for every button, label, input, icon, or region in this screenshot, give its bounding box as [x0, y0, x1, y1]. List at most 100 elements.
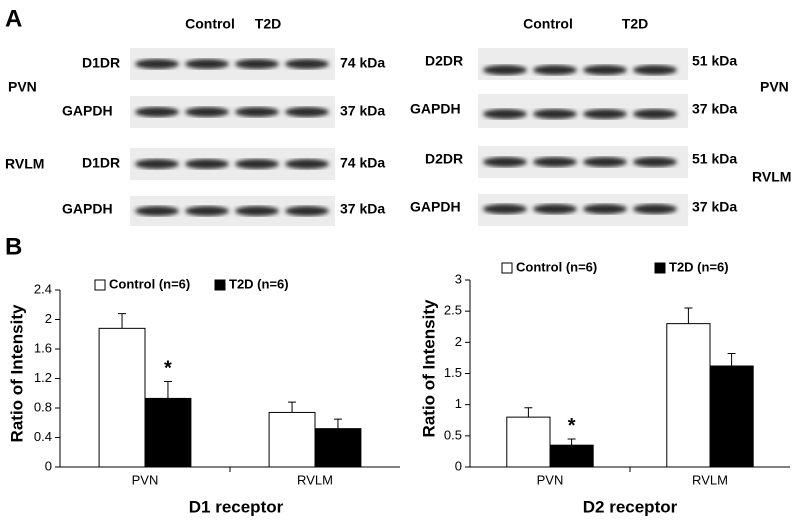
band	[633, 65, 677, 75]
y-tick-label: 0	[45, 458, 52, 473]
band	[533, 109, 577, 119]
band	[135, 206, 179, 216]
band	[483, 157, 527, 167]
band	[285, 159, 329, 169]
bar	[98, 327, 146, 468]
legend-swatch	[94, 279, 106, 291]
panel-label: A	[5, 5, 22, 32]
band	[235, 159, 279, 169]
band	[285, 59, 329, 69]
band	[583, 204, 627, 214]
error-bar	[288, 401, 297, 413]
band	[533, 157, 577, 167]
y-axis-title: Ratio of Intensity	[419, 299, 438, 437]
bar	[549, 444, 594, 468]
band	[583, 157, 627, 167]
bar	[506, 416, 551, 468]
legend-label: T2D (n=6)	[669, 259, 729, 274]
region-label: RVLM	[752, 169, 791, 185]
y-axis-title: Ratio of Intensity	[7, 304, 26, 442]
blot-bands	[135, 59, 677, 216]
size-label: 37 kDa	[692, 101, 737, 117]
lane-header: T2D	[255, 16, 281, 32]
size-label: 37 kDa	[692, 199, 737, 215]
y-tick-label: 0	[455, 458, 462, 473]
y-tick-label: 1.2	[34, 370, 52, 385]
region-label: PVN	[760, 79, 789, 95]
bar	[268, 411, 316, 468]
y-tick-label: 2.4	[34, 281, 52, 296]
band	[285, 206, 329, 216]
region-label: PVN	[8, 79, 37, 95]
bar	[709, 365, 754, 468]
y-tick-label: 1.6	[34, 340, 52, 355]
band	[633, 204, 677, 214]
size-label: 51 kDa	[692, 53, 737, 69]
legend-label: Control (n=6)	[109, 276, 190, 291]
error-bar	[727, 353, 736, 367]
size-label: 37 kDa	[340, 103, 385, 119]
band	[185, 159, 229, 169]
legend-swatch	[654, 262, 666, 274]
y-tick-label: 3	[455, 271, 462, 286]
x-axis-title: D1 receptor	[189, 497, 284, 516]
error-bar	[118, 313, 127, 329]
legend-label: Control (n=6)	[516, 259, 597, 274]
x-tick-label: PVN	[537, 472, 564, 487]
y-tick-label: 1.5	[444, 365, 462, 380]
band	[483, 65, 527, 75]
error-bar	[684, 307, 693, 324]
band	[185, 59, 229, 69]
size-label: 37 kDa	[340, 201, 385, 217]
band	[135, 59, 179, 69]
lane-header: Control	[185, 16, 235, 32]
protein-label: GAPDH	[62, 103, 113, 119]
size-label: 51 kDa	[692, 151, 737, 167]
panel-label: B	[5, 233, 22, 260]
band	[583, 65, 627, 75]
band	[633, 109, 677, 119]
band	[135, 107, 179, 117]
error-bar	[163, 380, 172, 399]
y-tick-label: 2.5	[444, 303, 462, 318]
x-tick-label: RVLM	[297, 472, 333, 487]
band	[483, 109, 527, 119]
band	[533, 65, 577, 75]
band	[185, 206, 229, 216]
band	[235, 206, 279, 216]
error-bar	[333, 418, 342, 429]
x-axis-title: D2 receptor	[583, 497, 678, 516]
annotation: *	[568, 415, 576, 437]
protein-label: D1DR	[82, 155, 120, 171]
y-tick-label: 0.4	[34, 429, 52, 444]
y-tick-label: 1	[455, 396, 462, 411]
x-tick-label: RVLM	[692, 472, 728, 487]
band	[135, 159, 179, 169]
bar	[314, 428, 362, 468]
bar	[666, 323, 711, 468]
error-bar	[567, 438, 576, 446]
protein-label: D2DR	[425, 53, 463, 69]
band	[483, 204, 527, 214]
y-tick-label: 0.5	[444, 427, 462, 442]
band	[533, 204, 577, 214]
lane-header: T2D	[622, 16, 648, 32]
legend-label: T2D (n=6)	[229, 276, 289, 291]
size-label: 74 kDa	[340, 155, 385, 171]
band	[583, 109, 627, 119]
error-bar	[524, 407, 533, 418]
protein-label: D2DR	[425, 151, 463, 167]
y-tick-label: 2	[455, 334, 462, 349]
region-label: RVLM	[5, 156, 44, 172]
bar	[144, 397, 192, 468]
y-tick-label: 0.8	[34, 399, 52, 414]
annotation: *	[164, 358, 172, 380]
protein-label: GAPDH	[410, 101, 461, 117]
protein-label: GAPDH	[410, 199, 461, 215]
band	[235, 107, 279, 117]
size-label: 74 kDa	[340, 55, 385, 71]
y-tick-label: 2	[45, 311, 52, 326]
band	[185, 107, 229, 117]
band	[633, 157, 677, 167]
